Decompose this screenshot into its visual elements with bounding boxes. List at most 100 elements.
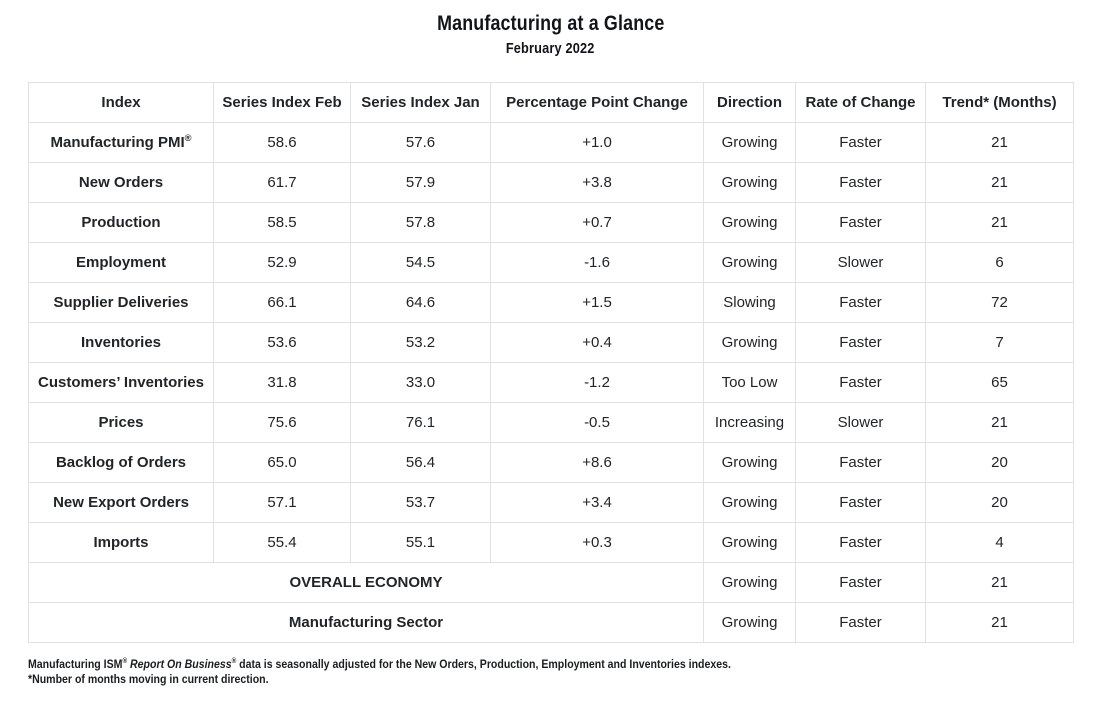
header-row: Index Series Index Feb Series Index Jan … xyxy=(28,82,1074,123)
registered-mark-icon: ® xyxy=(122,656,128,665)
trend-cell: 21 xyxy=(925,202,1074,243)
index-cell: Manufacturing PMI® xyxy=(28,122,214,163)
series-index-feb-cell: 66.1 xyxy=(213,282,351,323)
series-index-jan-cell: 57.8 xyxy=(350,202,491,243)
direction-cell: Growing xyxy=(703,122,796,163)
percentage-point-change-cell: +8.6 xyxy=(490,442,704,483)
series-index-feb-cell: 58.5 xyxy=(213,202,351,243)
series-index-feb-cell: 52.9 xyxy=(213,242,351,283)
table-row: Supplier Deliveries 66.1 64.6 +1.5 Slowing Fa… xyxy=(28,282,1074,323)
series-index-feb-cell: 57.1 xyxy=(213,482,351,523)
series-index-jan-cell: 57.9 xyxy=(350,162,491,203)
page-subtitle-text: February 2022 xyxy=(506,40,595,57)
index-label: New Export Orders xyxy=(53,494,189,511)
index-cell: Employment xyxy=(28,242,214,283)
rate-of-change-cell: Faster xyxy=(795,282,926,323)
footnote-line-2: *Number of months moving in current dire… xyxy=(28,672,1101,687)
trend-cell: 21 xyxy=(925,402,1074,443)
column-header-series-index-feb: Series Index Feb xyxy=(213,82,351,123)
trend-cell: 72 xyxy=(925,282,1074,323)
trend-cell: 4 xyxy=(925,522,1074,563)
direction-cell: Increasing xyxy=(703,402,796,443)
series-index-feb-cell: 53.6 xyxy=(213,322,351,363)
series-index-feb-cell: 31.8 xyxy=(213,362,351,403)
series-index-jan-cell: 64.6 xyxy=(350,282,491,323)
trend-cell: 21 xyxy=(925,602,1074,643)
series-index-jan-cell: 53.2 xyxy=(350,322,491,363)
column-header-index: Index xyxy=(28,82,214,123)
table-row: Manufacturing PMI® 58.6 57.6 +1.0 Growing Fas… xyxy=(28,122,1074,163)
index-label: New Orders xyxy=(78,174,164,191)
percentage-point-change-cell: +1.0 xyxy=(490,122,704,163)
series-index-feb-cell: 75.6 xyxy=(213,402,351,443)
index-cell: Supplier Deliveries xyxy=(28,282,214,323)
page-title: Manufacturing at a Glance xyxy=(0,11,1101,37)
rate-of-change-cell: Faster xyxy=(795,522,926,563)
percentage-point-change-cell: +1.5 xyxy=(490,282,704,323)
series-index-jan-cell: 33.0 xyxy=(350,362,491,403)
table-row: Prices 75.6 76.1 -0.5 Increasing Slower 21 xyxy=(28,402,1074,443)
rate-of-change-cell: Faster xyxy=(795,362,926,403)
table-row: New Orders 61.7 57.9 +3.8 Growing Faster 21 xyxy=(28,162,1074,203)
percentage-point-change-cell: -1.2 xyxy=(490,362,704,403)
series-index-jan-cell: 54.5 xyxy=(350,242,491,283)
trend-cell: 21 xyxy=(925,122,1074,163)
percentage-point-change-cell: +3.4 xyxy=(490,482,704,523)
column-header-rate-of-change: Rate of Change xyxy=(795,82,926,123)
index-cell: Imports xyxy=(28,522,214,563)
direction-cell: Growing xyxy=(703,162,796,203)
rate-of-change-cell: Slower xyxy=(795,242,926,283)
series-index-jan-cell: 76.1 xyxy=(350,402,491,443)
index-label: Employment xyxy=(75,254,166,271)
registered-mark-icon: ® xyxy=(231,656,237,665)
direction-cell: Growing xyxy=(703,482,796,523)
trend-cell: 20 xyxy=(925,482,1074,523)
index-cell: New Export Orders xyxy=(28,482,214,523)
direction-cell: Growing xyxy=(703,602,796,643)
series-index-jan-cell: 55.1 xyxy=(350,522,491,563)
trend-cell: 6 xyxy=(925,242,1074,283)
series-index-feb-cell: 55.4 xyxy=(213,522,351,563)
series-index-feb-cell: 58.6 xyxy=(213,122,351,163)
trend-cell: 7 xyxy=(925,322,1074,363)
table-row: Backlog of Orders 65.0 56.4 +8.6 Growing Fast… xyxy=(28,442,1074,483)
manufacturing-report-page: Manufacturing at a Glance February 2022 … xyxy=(0,11,1101,714)
report-on-business-title: Report On Business xyxy=(127,657,232,671)
rate-of-change-cell: Faster xyxy=(795,442,926,483)
percentage-point-change-cell: -1.6 xyxy=(490,242,704,283)
rate-of-change-cell: Faster xyxy=(795,602,926,643)
table-row: New Export Orders 57.1 53.7 +3.4 Growing Fast… xyxy=(28,482,1074,523)
table-row: Inventories 53.6 53.2 +0.4 Growing Faster 7 xyxy=(28,322,1074,363)
series-index-feb-cell: 61.7 xyxy=(213,162,351,203)
index-label: Imports xyxy=(93,534,149,551)
index-cell: Customers’ Inventories xyxy=(28,362,214,403)
index-label: Customers’ Inventories xyxy=(38,374,204,391)
percentage-point-change-cell: -0.5 xyxy=(490,402,704,443)
index-cell: Production xyxy=(28,202,214,243)
percentage-point-change-cell: +0.3 xyxy=(490,522,704,563)
percentage-point-change-cell: +0.7 xyxy=(490,202,704,243)
page-subtitle: February 2022 xyxy=(0,40,1101,58)
direction-cell: Growing xyxy=(703,202,796,243)
summary-row-manufacturing-sector: Manufacturing Sector Growing Faster 21 xyxy=(28,602,1074,643)
trend-cell: 20 xyxy=(925,442,1074,483)
footnote-line-1: Manufacturing ISM® Report On Business® d… xyxy=(28,657,1101,672)
summary-label-manufacturing-sector: Manufacturing Sector xyxy=(28,602,704,643)
index-cell: Prices xyxy=(28,402,214,443)
direction-cell: Growing xyxy=(703,522,796,563)
index-label: Manufacturing PMI xyxy=(50,134,185,151)
column-header-trend-months: Trend* (Months) xyxy=(925,82,1074,123)
direction-cell: Too Low xyxy=(703,362,796,403)
page-title-text: Manufacturing at a Glance xyxy=(436,12,665,35)
trend-cell: 65 xyxy=(925,362,1074,403)
footnote-line-2-text: *Number of months moving in current dire… xyxy=(28,672,269,686)
percentage-point-change-cell: +3.8 xyxy=(490,162,704,203)
trend-cell: 21 xyxy=(925,562,1074,603)
table-row: Production 58.5 57.8 +0.7 Growing Faster 21 xyxy=(28,202,1074,243)
footnote-rest: data is seasonally adjusted for the New … xyxy=(236,657,731,671)
index-cell: Backlog of Orders xyxy=(28,442,214,483)
rate-of-change-cell: Faster xyxy=(795,162,926,203)
series-index-feb-cell: 65.0 xyxy=(213,442,351,483)
direction-cell: Growing xyxy=(703,322,796,363)
summary-row-overall-economy: OVERALL ECONOMY Growing Faster 21 xyxy=(28,562,1074,603)
